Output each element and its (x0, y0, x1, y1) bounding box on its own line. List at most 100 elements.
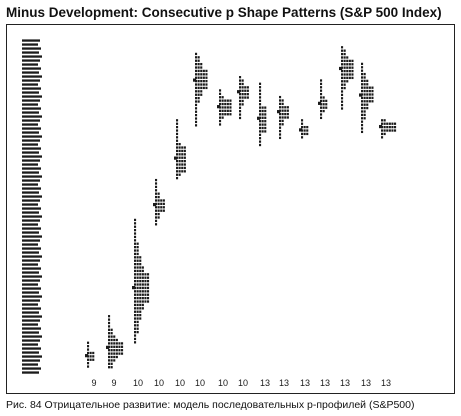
tpo-mark (301, 136, 304, 139)
tpo-mark (197, 93, 200, 96)
tpo-mark (221, 113, 224, 116)
tpo-mark (176, 173, 179, 176)
price-scale-tick-label (22, 203, 38, 206)
tpo-mark (341, 56, 344, 59)
tpo-mark (200, 62, 203, 66)
price-scale-tick-label (22, 139, 40, 142)
price-scale-tick-label (22, 267, 41, 270)
tpo-mark (136, 320, 139, 324)
tpo-mark (363, 110, 366, 113)
tpo-mark (108, 352, 111, 355)
tpo-mark (183, 149, 186, 153)
tpo-mark (244, 89, 247, 92)
price-scale-tick-label (22, 99, 40, 102)
tpo-mark (176, 149, 179, 153)
tpo-mark (197, 90, 200, 93)
tpo-mark (176, 146, 179, 149)
tpo-mark (134, 283, 137, 286)
tpo-mark (155, 216, 158, 219)
tpo-mark (195, 69, 198, 73)
tpo-mark (371, 100, 374, 103)
tpo-mark (205, 83, 208, 86)
tpo-mark (162, 206, 165, 209)
price-scale-tick-label (22, 75, 42, 78)
tpo-mark (341, 52, 344, 56)
tpo-mark (381, 119, 384, 122)
tpo-mark (108, 338, 111, 342)
tpo-mark (361, 127, 364, 130)
tpo-mark (205, 69, 208, 73)
tpo-mark (110, 338, 113, 342)
tpo-mark (136, 273, 139, 276)
price-scale-tick-label (22, 131, 39, 134)
tpo-mark (363, 100, 366, 103)
tpo-mark (320, 109, 323, 113)
tpo-mark (264, 116, 267, 119)
price-scale-tick-label (22, 47, 41, 50)
tpo-mark (89, 351, 92, 355)
tpo-mark (361, 113, 364, 117)
tpo-mark (176, 159, 179, 163)
tpo-mark (363, 117, 366, 120)
tpo-mark (320, 89, 323, 92)
tpo-mark (303, 129, 306, 132)
tpo-mark (221, 96, 224, 99)
tpo-mark (363, 86, 366, 89)
profile-14 (359, 62, 374, 134)
tpo-mark (341, 100, 344, 103)
tpo-mark (343, 73, 346, 76)
tpo-mark (183, 156, 186, 159)
tpo-mark (197, 69, 200, 73)
tpo-mark (110, 352, 113, 355)
tpo-mark (155, 212, 158, 216)
tpo-mark (108, 359, 111, 362)
tpo-mark (134, 307, 137, 310)
profile-8 (237, 76, 249, 120)
tpo-mark (202, 86, 205, 90)
tpo-mark (366, 93, 369, 96)
tpo-mark (261, 130, 264, 133)
tpo-mark (108, 355, 111, 359)
tpo-mark (286, 112, 289, 116)
tpo-mark (136, 269, 139, 273)
tpo-mark (147, 279, 150, 283)
tpo-mark (183, 166, 186, 170)
tpo-mark (144, 290, 147, 293)
tpo-mark (343, 80, 346, 83)
tpo-mark (87, 358, 90, 361)
tpo-mark (361, 120, 364, 123)
tpo-mark (322, 99, 325, 103)
price-scale-tick-label (22, 107, 41, 110)
tpo-mark (281, 102, 284, 106)
tpo-mark (394, 125, 397, 129)
tpo-mark (136, 310, 139, 313)
tpo-mark (246, 96, 249, 99)
tpo-mark (115, 349, 118, 352)
tpo-mark (322, 103, 325, 106)
tpo-mark (110, 342, 113, 345)
tpo-mark (195, 76, 198, 79)
price-scale (22, 39, 42, 374)
tpo-mark (348, 59, 351, 63)
tpo-mark (346, 63, 349, 66)
tpo-mark (139, 303, 142, 307)
tpo-mark (351, 66, 354, 69)
tpo-mark (363, 72, 366, 76)
tpo-mark (363, 76, 366, 79)
price-scale-tick-label (22, 151, 39, 154)
tpo-mark (279, 99, 282, 102)
tpo-mark (325, 106, 328, 109)
tpo-mark (366, 106, 369, 110)
tpo-mark (139, 266, 142, 269)
tpo-mark (118, 352, 121, 355)
tpo-mark (134, 259, 137, 262)
tpo-mark (176, 122, 179, 125)
tpo-mark (343, 66, 346, 69)
tpo-mark (108, 321, 111, 325)
tpo-mark (343, 83, 346, 86)
tpo-mark (341, 73, 344, 76)
tpo-mark (87, 362, 90, 365)
tpo-mark (176, 139, 179, 142)
profile-6 (193, 52, 208, 127)
tpo-mark (386, 125, 389, 129)
